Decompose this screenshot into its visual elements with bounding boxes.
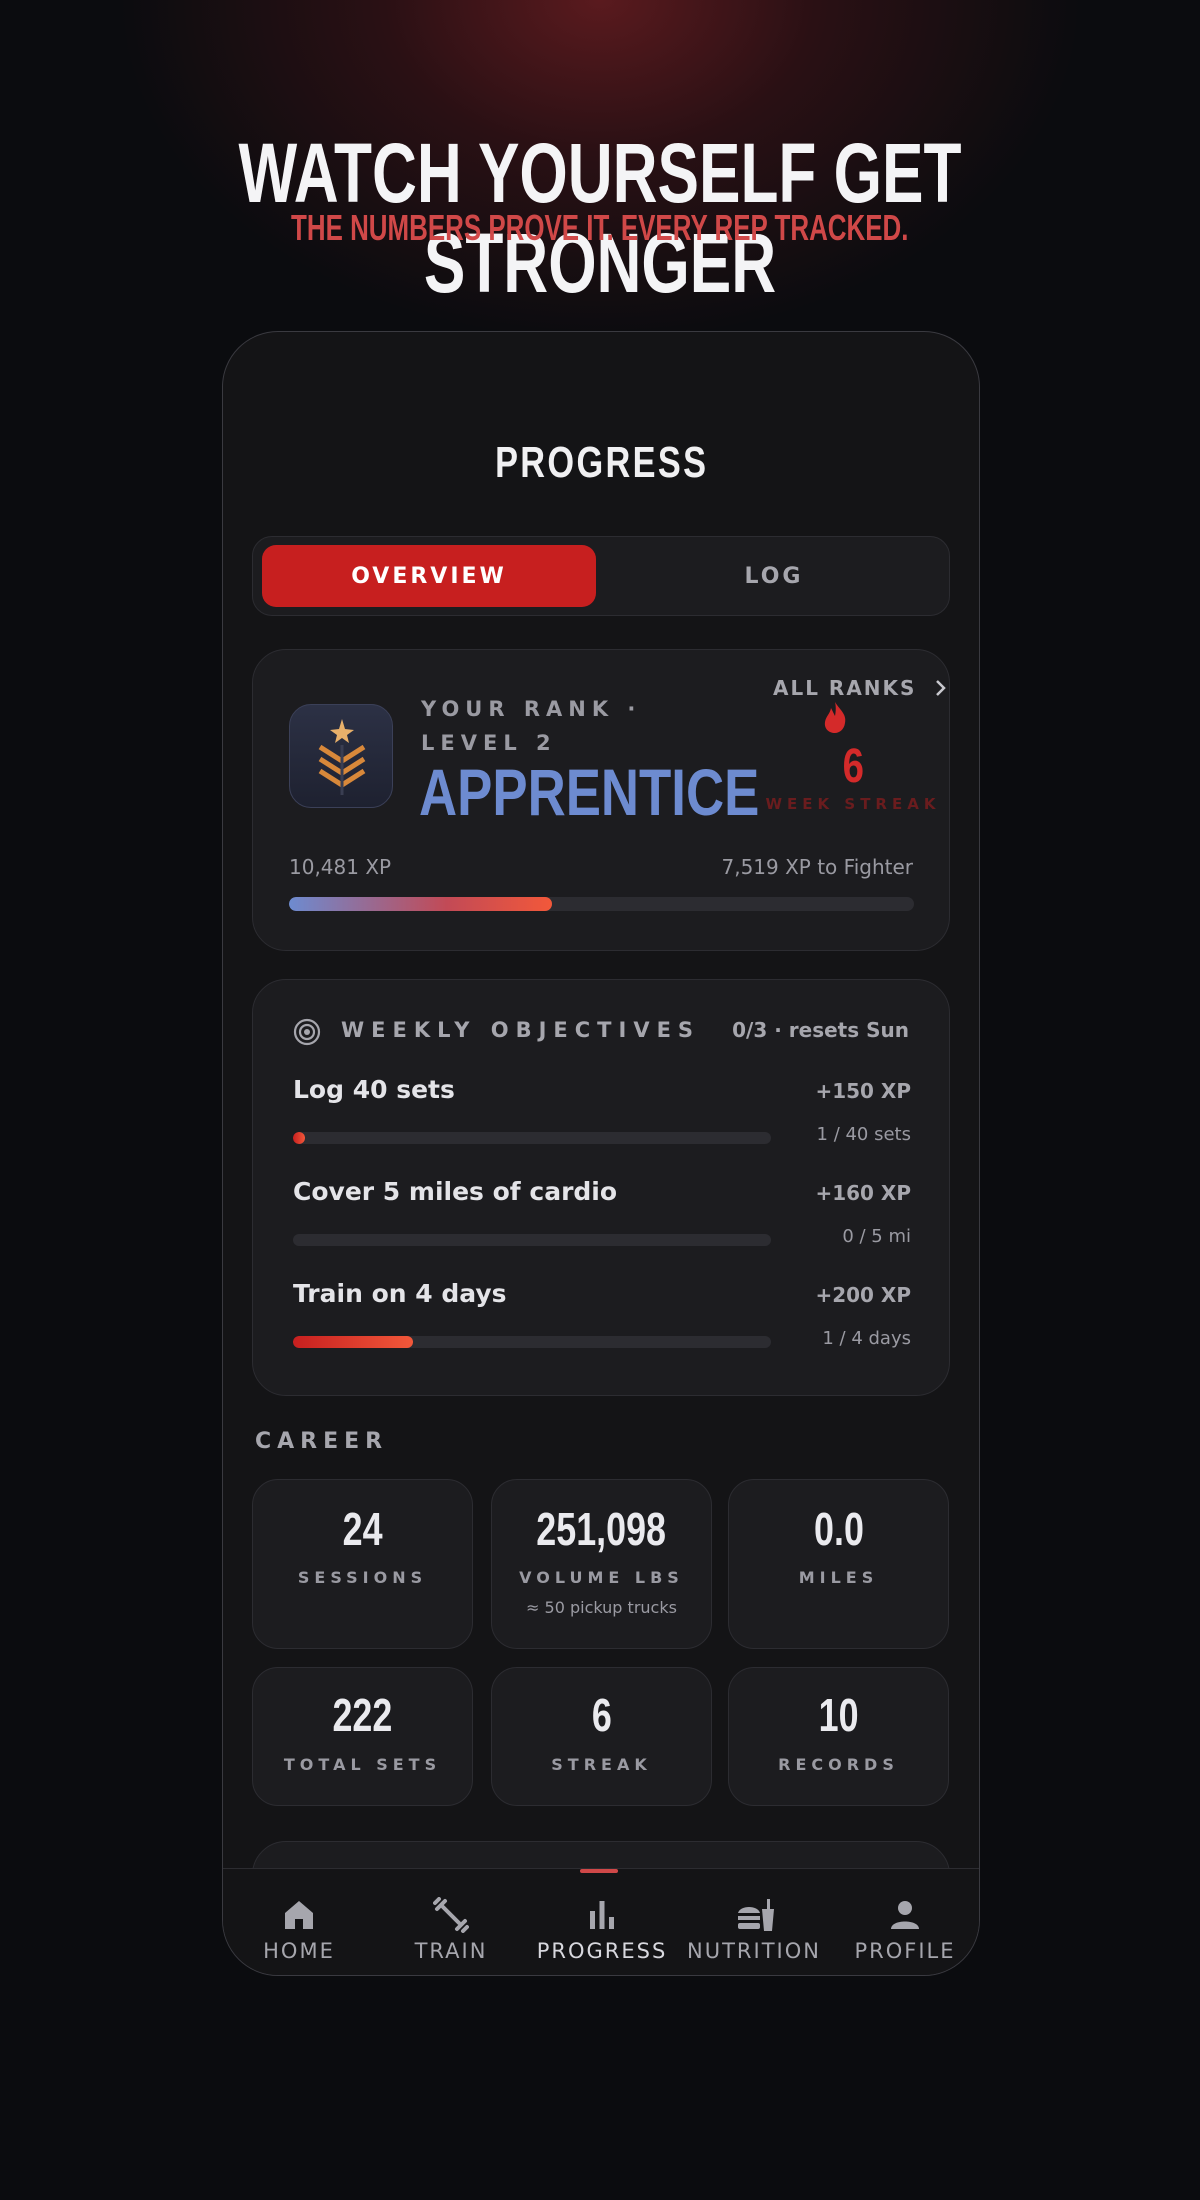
xp-progress-fill <box>289 897 552 911</box>
objective-track <box>293 1234 771 1246</box>
stat-value: 6 <box>492 1688 711 1742</box>
xp-progress-track <box>289 897 914 911</box>
hero-subtitle-text: THE NUMBERS PROVE IT. EVERY REP TRACKED. <box>291 207 909 248</box>
stat-label: SESSIONS <box>297 1568 428 1587</box>
home-icon <box>285 1901 313 1929</box>
objective-progress: 1 / 4 days <box>822 1328 911 1349</box>
objective-progress: 0 / 5 mi <box>842 1226 911 1247</box>
rank-name: APPRENTICE <box>419 754 844 831</box>
nav-home[interactable]: HOME <box>223 1869 375 1975</box>
stat-value-text: 251,098 <box>536 1503 667 1555</box>
nav-nutrition[interactable]: NUTRITION <box>678 1869 830 1975</box>
badge-icon <box>318 719 366 795</box>
objective-reward: +150 XP <box>815 1079 911 1103</box>
streak-value-text: 6 <box>842 740 864 793</box>
nav-label: PROGRESS <box>536 1939 668 1963</box>
bottom-nav: HOME TRAIN PROGRESS NUTRITION PROFILE <box>223 1868 979 1975</box>
rank-name-text: APPRENTICE <box>419 755 760 829</box>
train-icon <box>433 1897 469 1933</box>
stat-label: STREAK <box>551 1755 652 1774</box>
hero-title: WATCH YOURSELF GET STRONGER <box>0 128 1200 308</box>
stat-value: 24 <box>253 1502 472 1556</box>
rank-badge <box>289 704 393 808</box>
objective-label: Cover 5 miles of cardio <box>293 1177 618 1206</box>
screen-title: PROGRESS <box>223 437 979 488</box>
objectives-title: WEEKLY OBJECTIVES <box>341 1018 701 1042</box>
stat-note: ≈ 50 pickup trucks <box>526 1598 677 1617</box>
hero-title-text: WATCH YOURSELF GET STRONGER <box>238 126 962 310</box>
objective-item: Cover 5 miles of cardio +160 XP 0 / 5 mi <box>293 1177 911 1277</box>
stat-value-text: 24 <box>342 1503 383 1555</box>
objectives-status: 0/3 · resets Sun <box>732 1018 909 1042</box>
objective-item: Train on 4 days +200 XP 1 / 4 days <box>293 1279 911 1379</box>
profile-icon <box>891 1901 919 1929</box>
xp-current: 10,481 XP <box>289 855 392 879</box>
rank-card: YOUR RANK · LEVEL 2 APPRENTICE ALL RANKS… <box>252 649 950 951</box>
objective-label: Log 40 sets <box>293 1075 455 1104</box>
stat-label: MILES <box>798 1568 879 1587</box>
stat-value: 222 <box>253 1688 472 1742</box>
stat-label: RECORDS <box>778 1755 899 1774</box>
stat-value: 251,098 <box>492 1502 711 1556</box>
all-ranks-text: ALL RANKS <box>773 676 917 700</box>
target-icon <box>293 1018 321 1046</box>
xp-to-next: 7,519 XP to Fighter <box>721 855 913 879</box>
objective-label: Train on 4 days <box>293 1279 507 1308</box>
objective-fill <box>293 1132 305 1144</box>
active-indicator <box>580 1869 618 1873</box>
objectives-card: WEEKLY OBJECTIVES 0/3 · resets Sun Log 4… <box>252 979 950 1396</box>
stat-value-text: 10 <box>818 1689 859 1741</box>
phone-frame: PROGRESS OVERVIEW LOG YOUR RANK · LEVEL … <box>222 331 980 1976</box>
nav-label: HOME <box>263 1939 335 1963</box>
tab-overview[interactable]: OVERVIEW <box>262 545 596 607</box>
objective-progress: 1 / 40 sets <box>816 1124 911 1145</box>
screen-title-text: PROGRESS <box>495 438 709 487</box>
rank-eyebrow: YOUR RANK · LEVEL 2 <box>421 697 642 755</box>
nutrition-icon <box>738 1899 774 1931</box>
nav-label: NUTRITION <box>687 1939 821 1963</box>
stat-card: 0.0 MILES <box>728 1479 949 1649</box>
stat-value-text: 222 <box>332 1689 393 1741</box>
tab-log[interactable]: LOG <box>744 563 804 589</box>
objective-fill <box>293 1336 413 1348</box>
objective-reward: +160 XP <box>815 1181 911 1205</box>
nav-label: PROFILE <box>854 1939 956 1963</box>
stat-value: 10 <box>729 1688 948 1742</box>
tab-bar: OVERVIEW LOG <box>252 536 950 616</box>
nav-progress[interactable]: PROGRESS <box>526 1869 678 1975</box>
objective-reward: +200 XP <box>815 1283 911 1307</box>
stat-label: TOTAL SETS <box>283 1755 442 1774</box>
stat-label: VOLUME LBS <box>519 1568 684 1587</box>
career-title: CAREER <box>255 1429 389 1454</box>
flame-icon <box>824 702 846 733</box>
stat-value-text: 0.0 <box>813 1503 864 1555</box>
nav-profile[interactable]: PROFILE <box>829 1869 979 1975</box>
all-ranks-link[interactable]: ALL RANKS <box>773 676 951 700</box>
stat-card: 6 STREAK <box>491 1667 712 1806</box>
stat-value-text: 6 <box>591 1689 612 1741</box>
objective-track <box>293 1336 771 1348</box>
stat-card: 24 SESSIONS <box>252 1479 473 1649</box>
progress-icon <box>590 1901 614 1929</box>
stat-card: 222 TOTAL SETS <box>252 1667 473 1806</box>
nav-train[interactable]: TRAIN <box>375 1869 527 1975</box>
hero-subtitle: THE NUMBERS PROVE IT. EVERY REP TRACKED. <box>0 208 1200 249</box>
streak-label: WEEK STREAK <box>765 795 941 813</box>
stat-card: 251,098 VOLUME LBS ≈ 50 pickup trucks <box>491 1479 712 1649</box>
objective-item: Log 40 sets +150 XP 1 / 40 sets <box>293 1075 911 1175</box>
streak-value: 6 <box>783 738 923 794</box>
chevron-icon <box>936 680 947 696</box>
stat-card: 10 RECORDS <box>728 1667 949 1806</box>
nav-label: TRAIN <box>414 1939 488 1963</box>
stat-value: 0.0 <box>729 1502 948 1556</box>
objective-track <box>293 1132 771 1144</box>
